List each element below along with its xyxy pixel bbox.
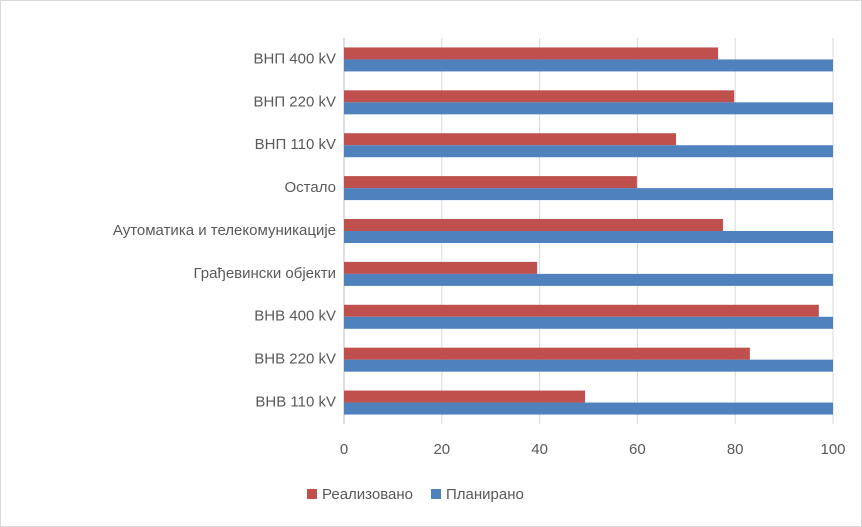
y-tick-label: ВНП 220 kV [254,93,337,110]
bar [344,347,750,360]
legend-swatch [430,489,441,499]
y-tick-label: Остало [285,179,336,196]
y-tick-label: ВНВ 220 kV [254,351,336,368]
bar [344,188,833,201]
bar [344,47,719,60]
legend-label: Реализовано [322,486,413,503]
bar [344,90,735,103]
x-tick-label: 60 [629,441,646,458]
bar [344,304,819,317]
bar [344,359,833,372]
y-tick-label: ВНВ 400 kV [254,308,336,325]
y-tick-label: Грађевински објекти [194,265,336,282]
y-tick-label: ВНВ 110 kV [255,394,336,411]
bar [344,261,538,274]
bar [344,59,833,72]
bar [344,133,677,146]
y-tick-label: ВНП 400 kV [254,50,337,67]
legend-swatch [307,489,317,499]
bar [344,219,723,231]
bar [344,390,586,403]
x-tick-label: 0 [340,441,348,458]
x-tick-label: 80 [727,441,744,458]
bar [344,402,833,415]
bar [344,145,833,158]
bar [344,176,637,189]
legend-label: Планирано [446,486,524,503]
bar [344,273,833,286]
bar [344,102,833,115]
bar [344,231,833,243]
bar [344,316,833,329]
y-tick-label: Аутоматика и телекомуникације [113,222,336,239]
x-tick-label: 40 [531,441,548,458]
x-tick-label: 20 [433,441,450,458]
y-tick-label: ВНП 110 kV [255,136,336,153]
x-tick-label: 100 [820,441,845,458]
